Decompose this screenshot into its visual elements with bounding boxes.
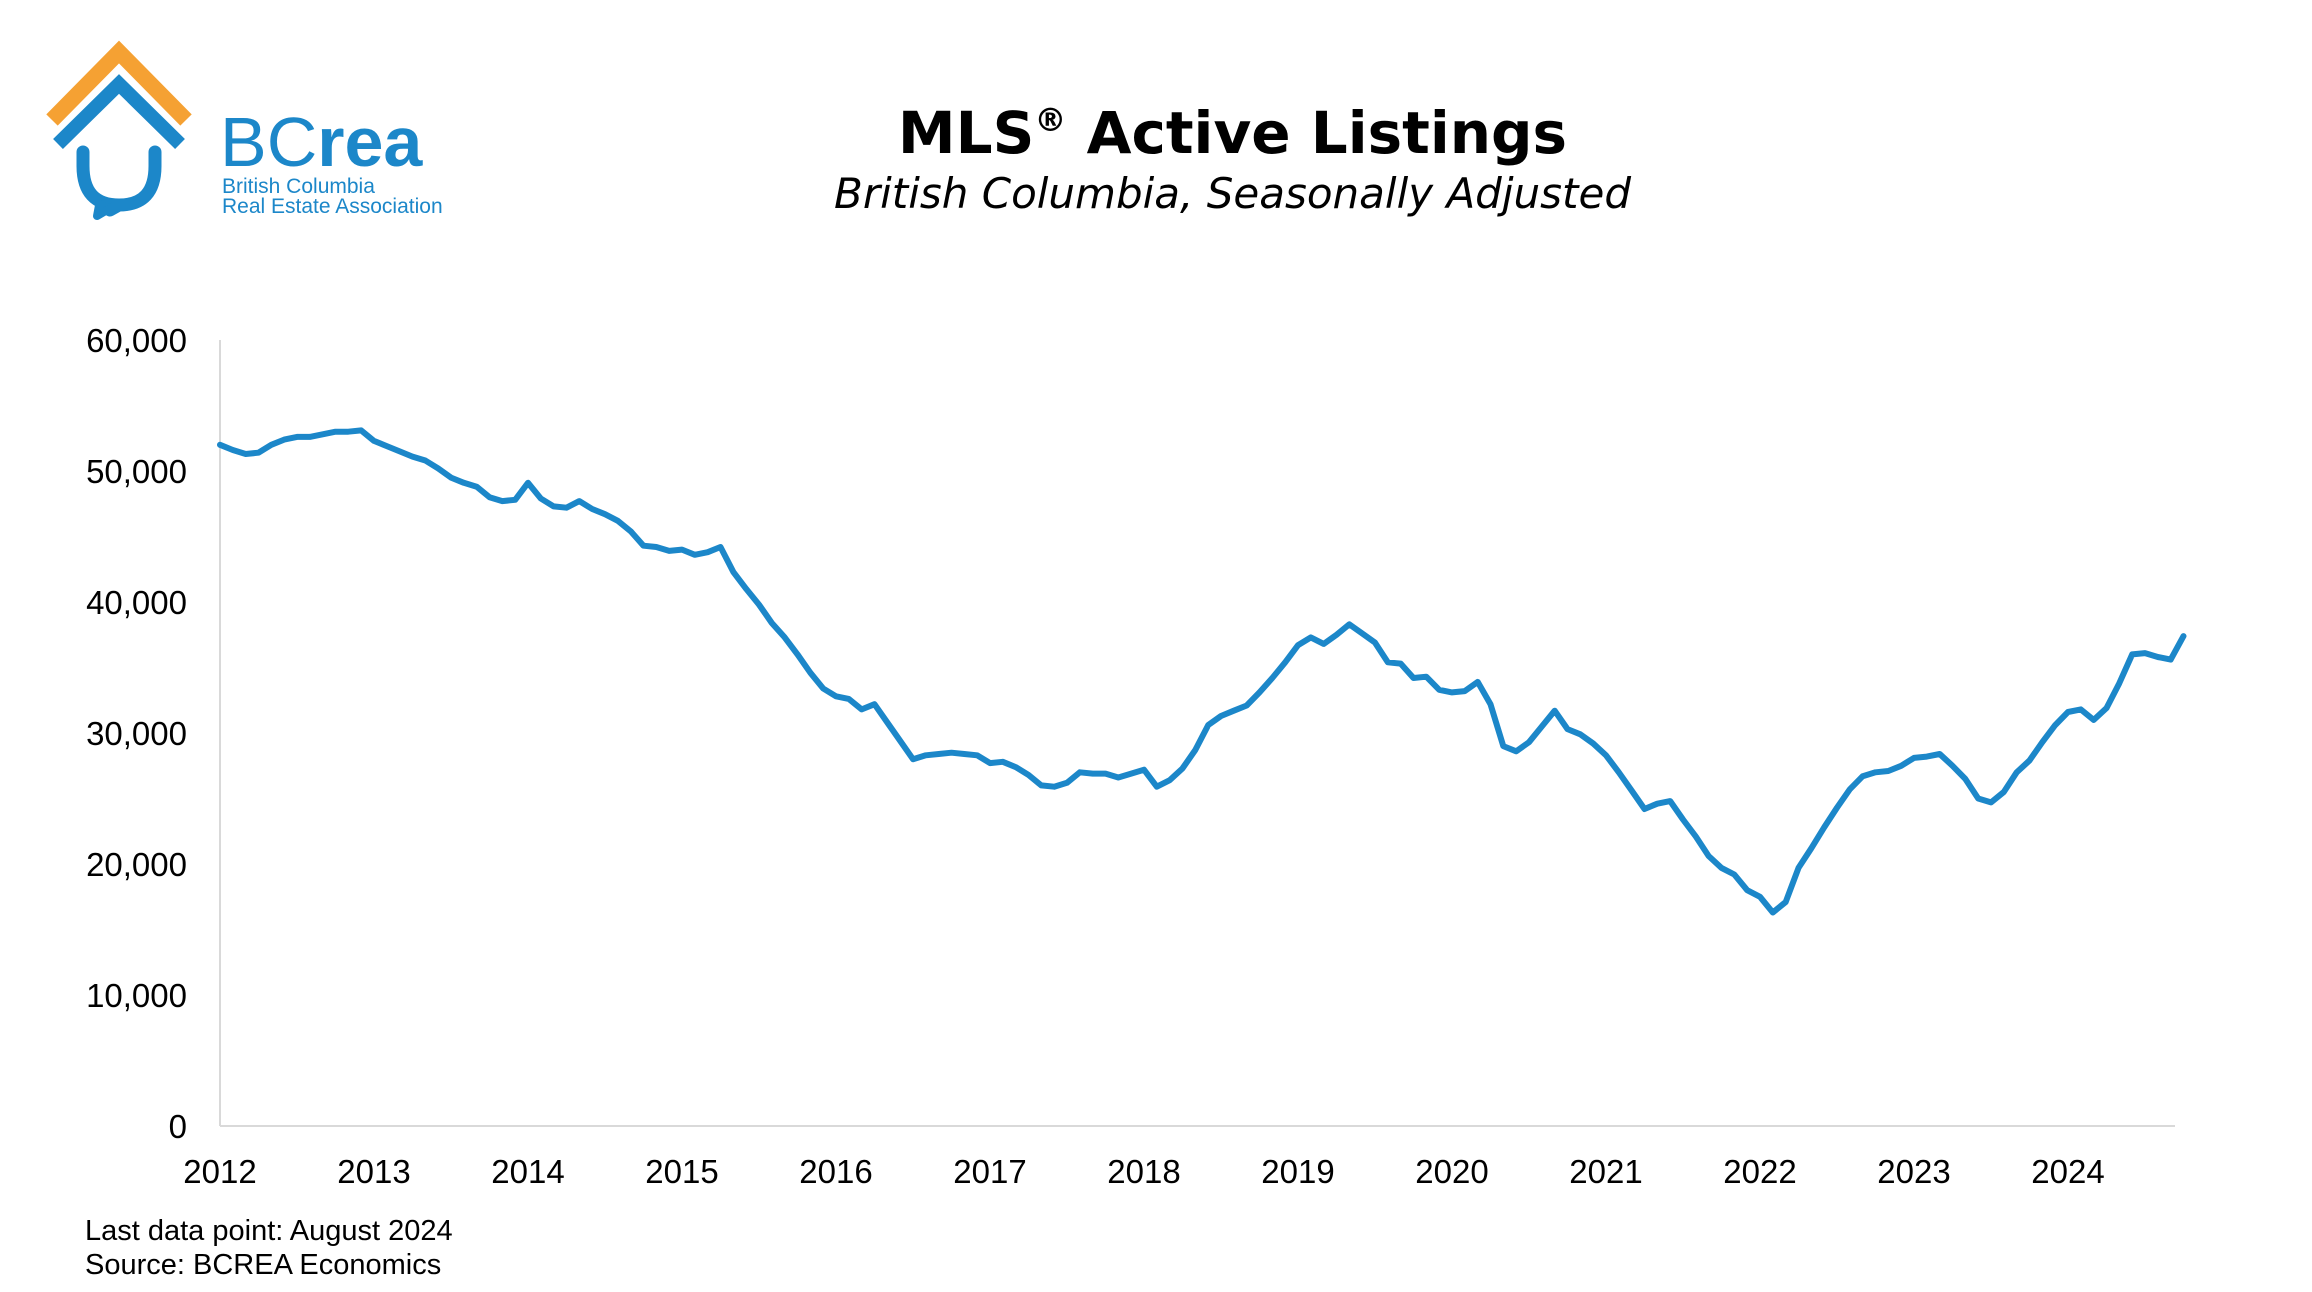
chart-header: MLS® Active Listings British Columbia, S… [0, 98, 2312, 220]
y-tick-label: 10,000 [86, 977, 187, 1014]
series-line-active-listings [217, 427, 2187, 916]
y-tick-label: 20,000 [86, 846, 187, 883]
logo-tagline-line2: Real Estate Association [222, 195, 443, 218]
x-tick-label: 2012 [183, 1153, 256, 1190]
registered-mark: ® [1034, 101, 1067, 139]
house-roof-outline-icon [53, 74, 185, 149]
logo-wordmark-bc: BC [220, 103, 317, 181]
svg-text:BCrea: BCrea [220, 103, 423, 181]
footnotes: Last data point: August 2024 Source: BCR… [85, 1214, 453, 1282]
x-tick-label: 2017 [953, 1153, 1026, 1190]
x-tick-label: 2022 [1723, 1153, 1796, 1190]
last-data-point-note: Last data point: August 2024 [85, 1215, 453, 1247]
roof-icon [46, 40, 192, 126]
y-tick-label: 40,000 [86, 584, 187, 621]
y-tick-label: 60,000 [86, 322, 187, 359]
x-tick-label: 2013 [337, 1153, 410, 1190]
chart-title-rest: Active Listings [1066, 99, 1568, 167]
chart-subtitle: British Columbia, Seasonally Adjusted [834, 169, 1631, 218]
bcrea-logo: BCrea British Columbia Real Estate Assoc… [40, 40, 460, 230]
logo-tagline-line1: British Columbia [222, 175, 375, 198]
series-layer [217, 427, 2187, 916]
logo-wordmark-rea: rea [317, 103, 423, 181]
x-tick-label: 2019 [1261, 1153, 1334, 1190]
chart-title: MLS® Active Listings [0, 98, 2312, 168]
x-tick-label: 2021 [1569, 1153, 1642, 1190]
y-tick-label: 30,000 [86, 715, 187, 752]
y-tick-label: 0 [169, 1108, 187, 1145]
source-note: Source: BCREA Economics [85, 1249, 442, 1281]
y-tick-labels: 0 10,000 20,000 30,000 40,000 50,000 60,000 [86, 322, 187, 1145]
x-tick-labels: 2012 2013 2014 2015 2016 2017 2018 2019 2020 2021… [183, 1153, 2104, 1190]
x-tick-label: 2015 [645, 1153, 718, 1190]
x-tick-label: 2014 [491, 1153, 564, 1190]
x-tick-label: 2024 [2031, 1153, 2104, 1190]
chart-axes [219, 340, 2175, 1127]
chart-title-main: MLS [897, 99, 1035, 167]
x-tick-label: 2020 [1415, 1153, 1488, 1190]
y-tick-label: 50,000 [86, 453, 187, 490]
bcrea-logo-mark: BCrea British Columbia Real Estate Assoc… [46, 40, 443, 220]
x-tick-label: 2018 [1107, 1153, 1180, 1190]
x-tick-label: 2016 [799, 1153, 872, 1190]
speech-tail-icon [93, 199, 117, 220]
x-tick-label: 2023 [1877, 1153, 1950, 1190]
